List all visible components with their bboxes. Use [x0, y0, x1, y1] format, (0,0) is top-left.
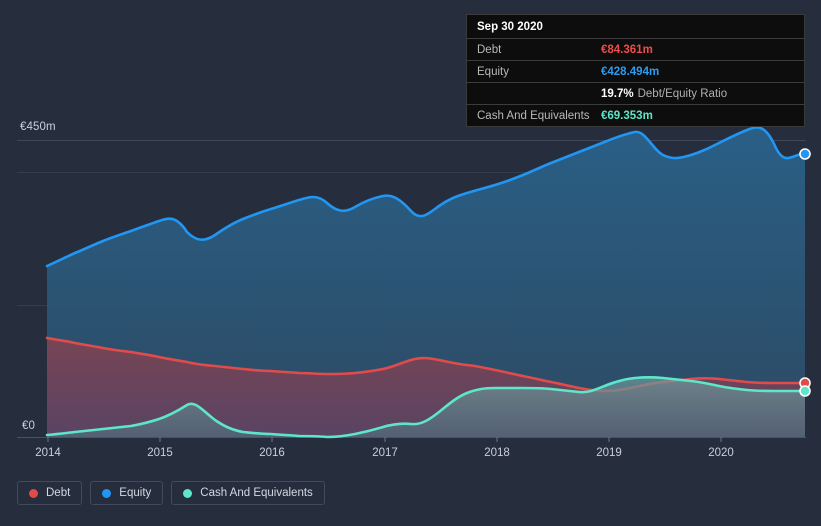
x-axis-tick-2019: 2019: [596, 447, 622, 459]
chart-tooltip: Sep 30 2020 Debt €84.361m Equity €428.49…: [466, 14, 805, 127]
x-axis-tick-2015: 2015: [147, 447, 173, 459]
legend-label-equity: Equity: [119, 487, 152, 499]
legend-label-debt: Debt: [46, 487, 71, 499]
tooltip-label-debt: Debt: [477, 43, 502, 56]
tooltip-label-cash: Cash And Equivalents: [477, 109, 590, 122]
x-axis-tick-2017: 2017: [372, 447, 398, 459]
tooltip-row-debt: Debt €84.361m: [467, 39, 804, 61]
legend-item-debt[interactable]: Debt: [17, 481, 83, 505]
tooltip-label-equity: Equity: [477, 65, 509, 78]
tooltip-value-ratio: 19.7%: [601, 87, 634, 100]
tooltip-value-cash: €69.353m: [601, 109, 653, 122]
tooltip-value-equity: €428.494m: [601, 65, 660, 78]
y-axis-label-top: €450m: [20, 121, 56, 133]
equity-line: [45, 126, 807, 268]
legend-label-cash: Cash And Equivalents: [200, 487, 313, 499]
x-axis-tick-2016: 2016: [259, 447, 285, 459]
equity-area: [47, 127, 805, 438]
x-axis-tick-2014: 2014: [35, 447, 61, 459]
tooltip-row-equity: Equity €428.494m: [467, 61, 804, 83]
equity-end-marker: [799, 148, 811, 160]
legend-dot-cash-icon: [183, 488, 193, 498]
cash-area: [47, 377, 805, 437]
legend-dot-equity-icon: [102, 488, 112, 498]
tooltip-value-debt: €84.361m: [601, 43, 653, 56]
chart-legend: Debt Equity Cash And Equivalents: [17, 481, 325, 505]
x-axis-tick-2020: 2020: [708, 447, 734, 459]
x-axis-tick-2018: 2018: [484, 447, 510, 459]
legend-item-cash[interactable]: Cash And Equivalents: [171, 481, 325, 505]
tooltip-label-ratio: Debt/Equity Ratio: [637, 87, 728, 100]
y-axis-label-bottom: €0: [22, 420, 35, 432]
tooltip-row-cash: Cash And Equivalents €69.353m: [467, 105, 804, 126]
series-cash: [45, 375, 807, 439]
series-equity: [45, 126, 807, 438]
cash-end-marker: [799, 385, 811, 397]
series-end-markers: [799, 148, 811, 397]
legend-item-equity[interactable]: Equity: [90, 481, 164, 505]
legend-dot-debt-icon: [29, 488, 38, 498]
cash-line: [45, 375, 807, 439]
tooltip-row-ratio: 19.7% Debt/Equity Ratio: [467, 83, 804, 105]
tooltip-date: Sep 30 2020: [467, 15, 804, 39]
x-axis-ticks: [47, 437, 722, 442]
